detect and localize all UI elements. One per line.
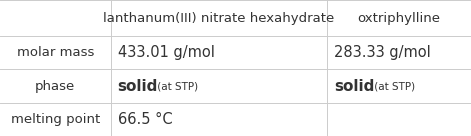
Text: phase: phase — [35, 80, 75, 92]
Text: lanthanum(III) nitrate hexahydrate: lanthanum(III) nitrate hexahydrate — [104, 12, 334, 24]
Text: (at STP): (at STP) — [371, 81, 415, 91]
Text: 66.5 °C: 66.5 °C — [118, 112, 172, 127]
Text: 433.01 g/mol: 433.01 g/mol — [118, 45, 215, 60]
Text: 283.33 g/mol: 283.33 g/mol — [334, 45, 431, 60]
Text: solid: solid — [334, 78, 375, 94]
Text: solid: solid — [118, 78, 158, 94]
Text: oxtriphylline: oxtriphylline — [357, 12, 441, 24]
Text: molar mass: molar mass — [16, 46, 94, 59]
Text: (at STP): (at STP) — [154, 81, 199, 91]
Text: melting point: melting point — [11, 113, 100, 126]
